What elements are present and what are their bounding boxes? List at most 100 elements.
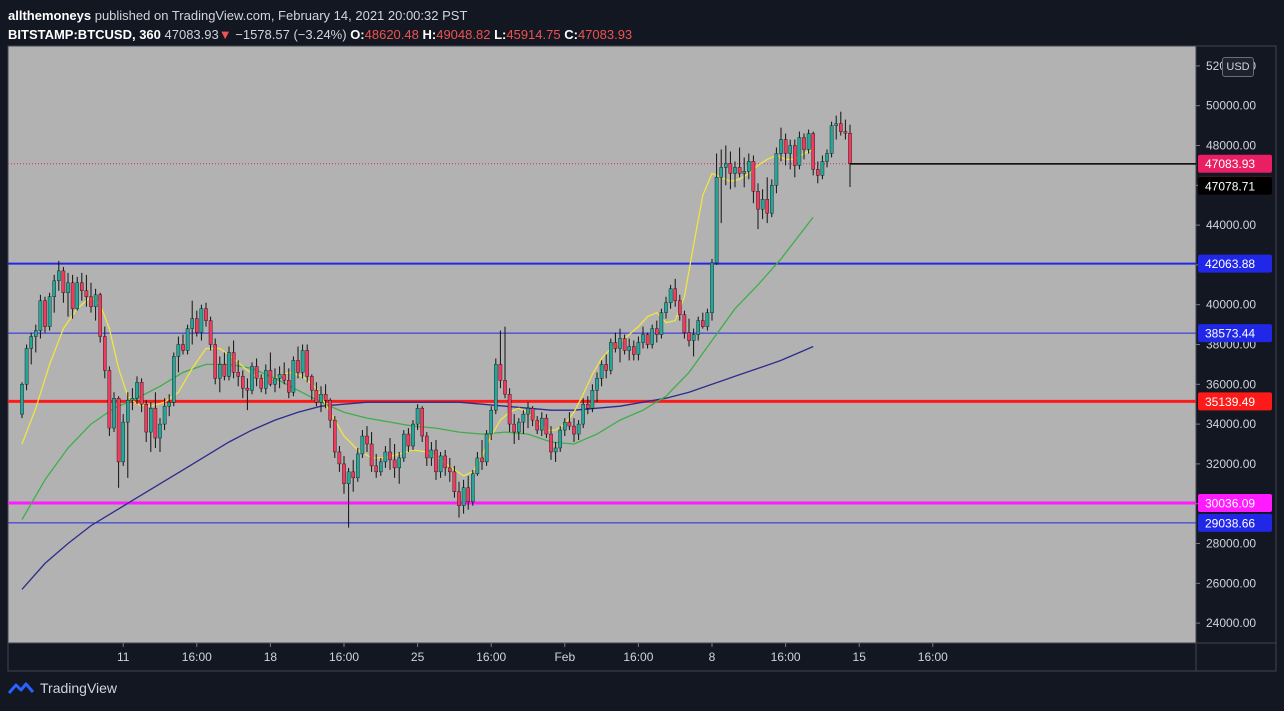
candle-body <box>29 336 34 349</box>
candle-body <box>530 407 535 421</box>
candle-body <box>388 451 392 461</box>
candle-body <box>162 405 167 425</box>
price-axis <box>1196 46 1276 671</box>
candle-body <box>622 338 627 351</box>
y-tick-label: 48000.00 <box>1206 139 1256 153</box>
y-tick-label: 32000.00 <box>1206 457 1256 471</box>
symbol-label[interactable]: BITSTAMP:BTCUSD, 360 <box>8 27 161 42</box>
candle-body <box>89 296 93 307</box>
candle-body <box>765 199 769 214</box>
candle-body <box>710 262 714 313</box>
candle-body <box>342 463 346 484</box>
candle-body <box>609 342 613 371</box>
x-tick-label: 25 <box>411 650 425 664</box>
candle-body <box>632 346 636 355</box>
candle-body <box>420 407 425 437</box>
candle-body <box>300 350 305 373</box>
candle-body <box>820 161 825 176</box>
candle-body <box>70 282 75 309</box>
candle-body <box>448 467 452 473</box>
candle-body <box>217 364 222 379</box>
candle-body <box>130 398 135 401</box>
candle-body <box>425 435 429 459</box>
candle-body <box>167 402 172 407</box>
candle-body <box>471 473 475 502</box>
candle-body <box>572 425 576 435</box>
candle-body <box>839 123 843 132</box>
chart-header: allthemoneys published on TradingView.co… <box>8 6 632 44</box>
y-tick-label: 36000.00 <box>1206 377 1256 391</box>
tradingview-logo[interactable]: TradingView <box>8 680 117 696</box>
candle-body <box>687 332 691 341</box>
moving-average-mid <box>21 216 814 520</box>
x-tick-label: Feb <box>554 650 575 664</box>
y-tick-label: 26000.00 <box>1206 576 1256 590</box>
x-tick-label: 16:00 <box>918 650 948 664</box>
candle-body <box>512 423 516 433</box>
crosshair-price-label-bg <box>1198 176 1272 195</box>
candle-body <box>194 318 199 333</box>
candle-body <box>535 419 539 431</box>
crosshair-price-label: 47078.71 <box>1205 179 1255 193</box>
candle-body <box>264 370 268 389</box>
candle-body <box>829 125 834 154</box>
candle-body <box>38 300 43 331</box>
currency-button[interactable]: USD <box>1222 57 1254 77</box>
candle-body <box>52 280 56 297</box>
level-price-label-bg <box>1198 493 1272 512</box>
candle-body <box>231 352 236 373</box>
candle-body <box>190 318 195 329</box>
author-name[interactable]: allthemoneys <box>8 8 92 23</box>
last-price-label: 47083.93 <box>1205 157 1255 171</box>
candle-body <box>346 471 351 484</box>
candle-body <box>825 153 829 162</box>
high-value: 49048.82 <box>436 27 491 42</box>
candle-body <box>125 400 130 423</box>
candle-body <box>406 433 411 447</box>
candle-body <box>567 421 572 427</box>
candle-body <box>236 372 241 377</box>
candle-body <box>153 407 158 439</box>
candle-body <box>848 132 852 164</box>
candle-body <box>374 465 379 473</box>
candle-body <box>112 398 116 429</box>
candle-body <box>282 374 287 381</box>
candle-body <box>475 457 480 475</box>
plot-layer <box>8 111 1196 590</box>
candle-body <box>429 449 434 459</box>
candle-body <box>415 407 420 425</box>
candle-body <box>199 308 204 333</box>
level-price-label-bg <box>1198 513 1272 532</box>
candle-body <box>392 459 397 469</box>
candle-body <box>544 417 549 435</box>
candle-body <box>434 449 438 473</box>
candle-body <box>728 163 733 174</box>
candle-body <box>254 366 259 379</box>
candle-body <box>581 404 585 425</box>
candle-body <box>691 334 696 341</box>
high-label: H: <box>422 27 437 42</box>
candle-body <box>323 394 328 401</box>
candle-body <box>47 296 52 327</box>
candle-body <box>20 384 24 415</box>
candle-body <box>158 423 162 439</box>
level-price-label-bg <box>1198 392 1272 411</box>
candle-body <box>452 471 457 492</box>
candle-body <box>503 380 507 395</box>
candle-body <box>724 163 728 168</box>
x-tick-label: 15 <box>853 650 867 664</box>
candle-body <box>443 455 448 469</box>
candle-body <box>457 491 461 506</box>
candle-body <box>599 364 604 379</box>
y-tick-label: 34000.00 <box>1206 417 1256 431</box>
candle-body <box>586 404 590 409</box>
candle-body <box>319 394 323 403</box>
candle-body <box>650 328 654 345</box>
candle-body <box>802 137 806 150</box>
candle-body <box>742 171 746 174</box>
candle-body <box>627 346 631 351</box>
close-value: 47083.93 <box>577 27 633 42</box>
candle-body <box>356 453 360 479</box>
candle-body <box>793 145 797 166</box>
